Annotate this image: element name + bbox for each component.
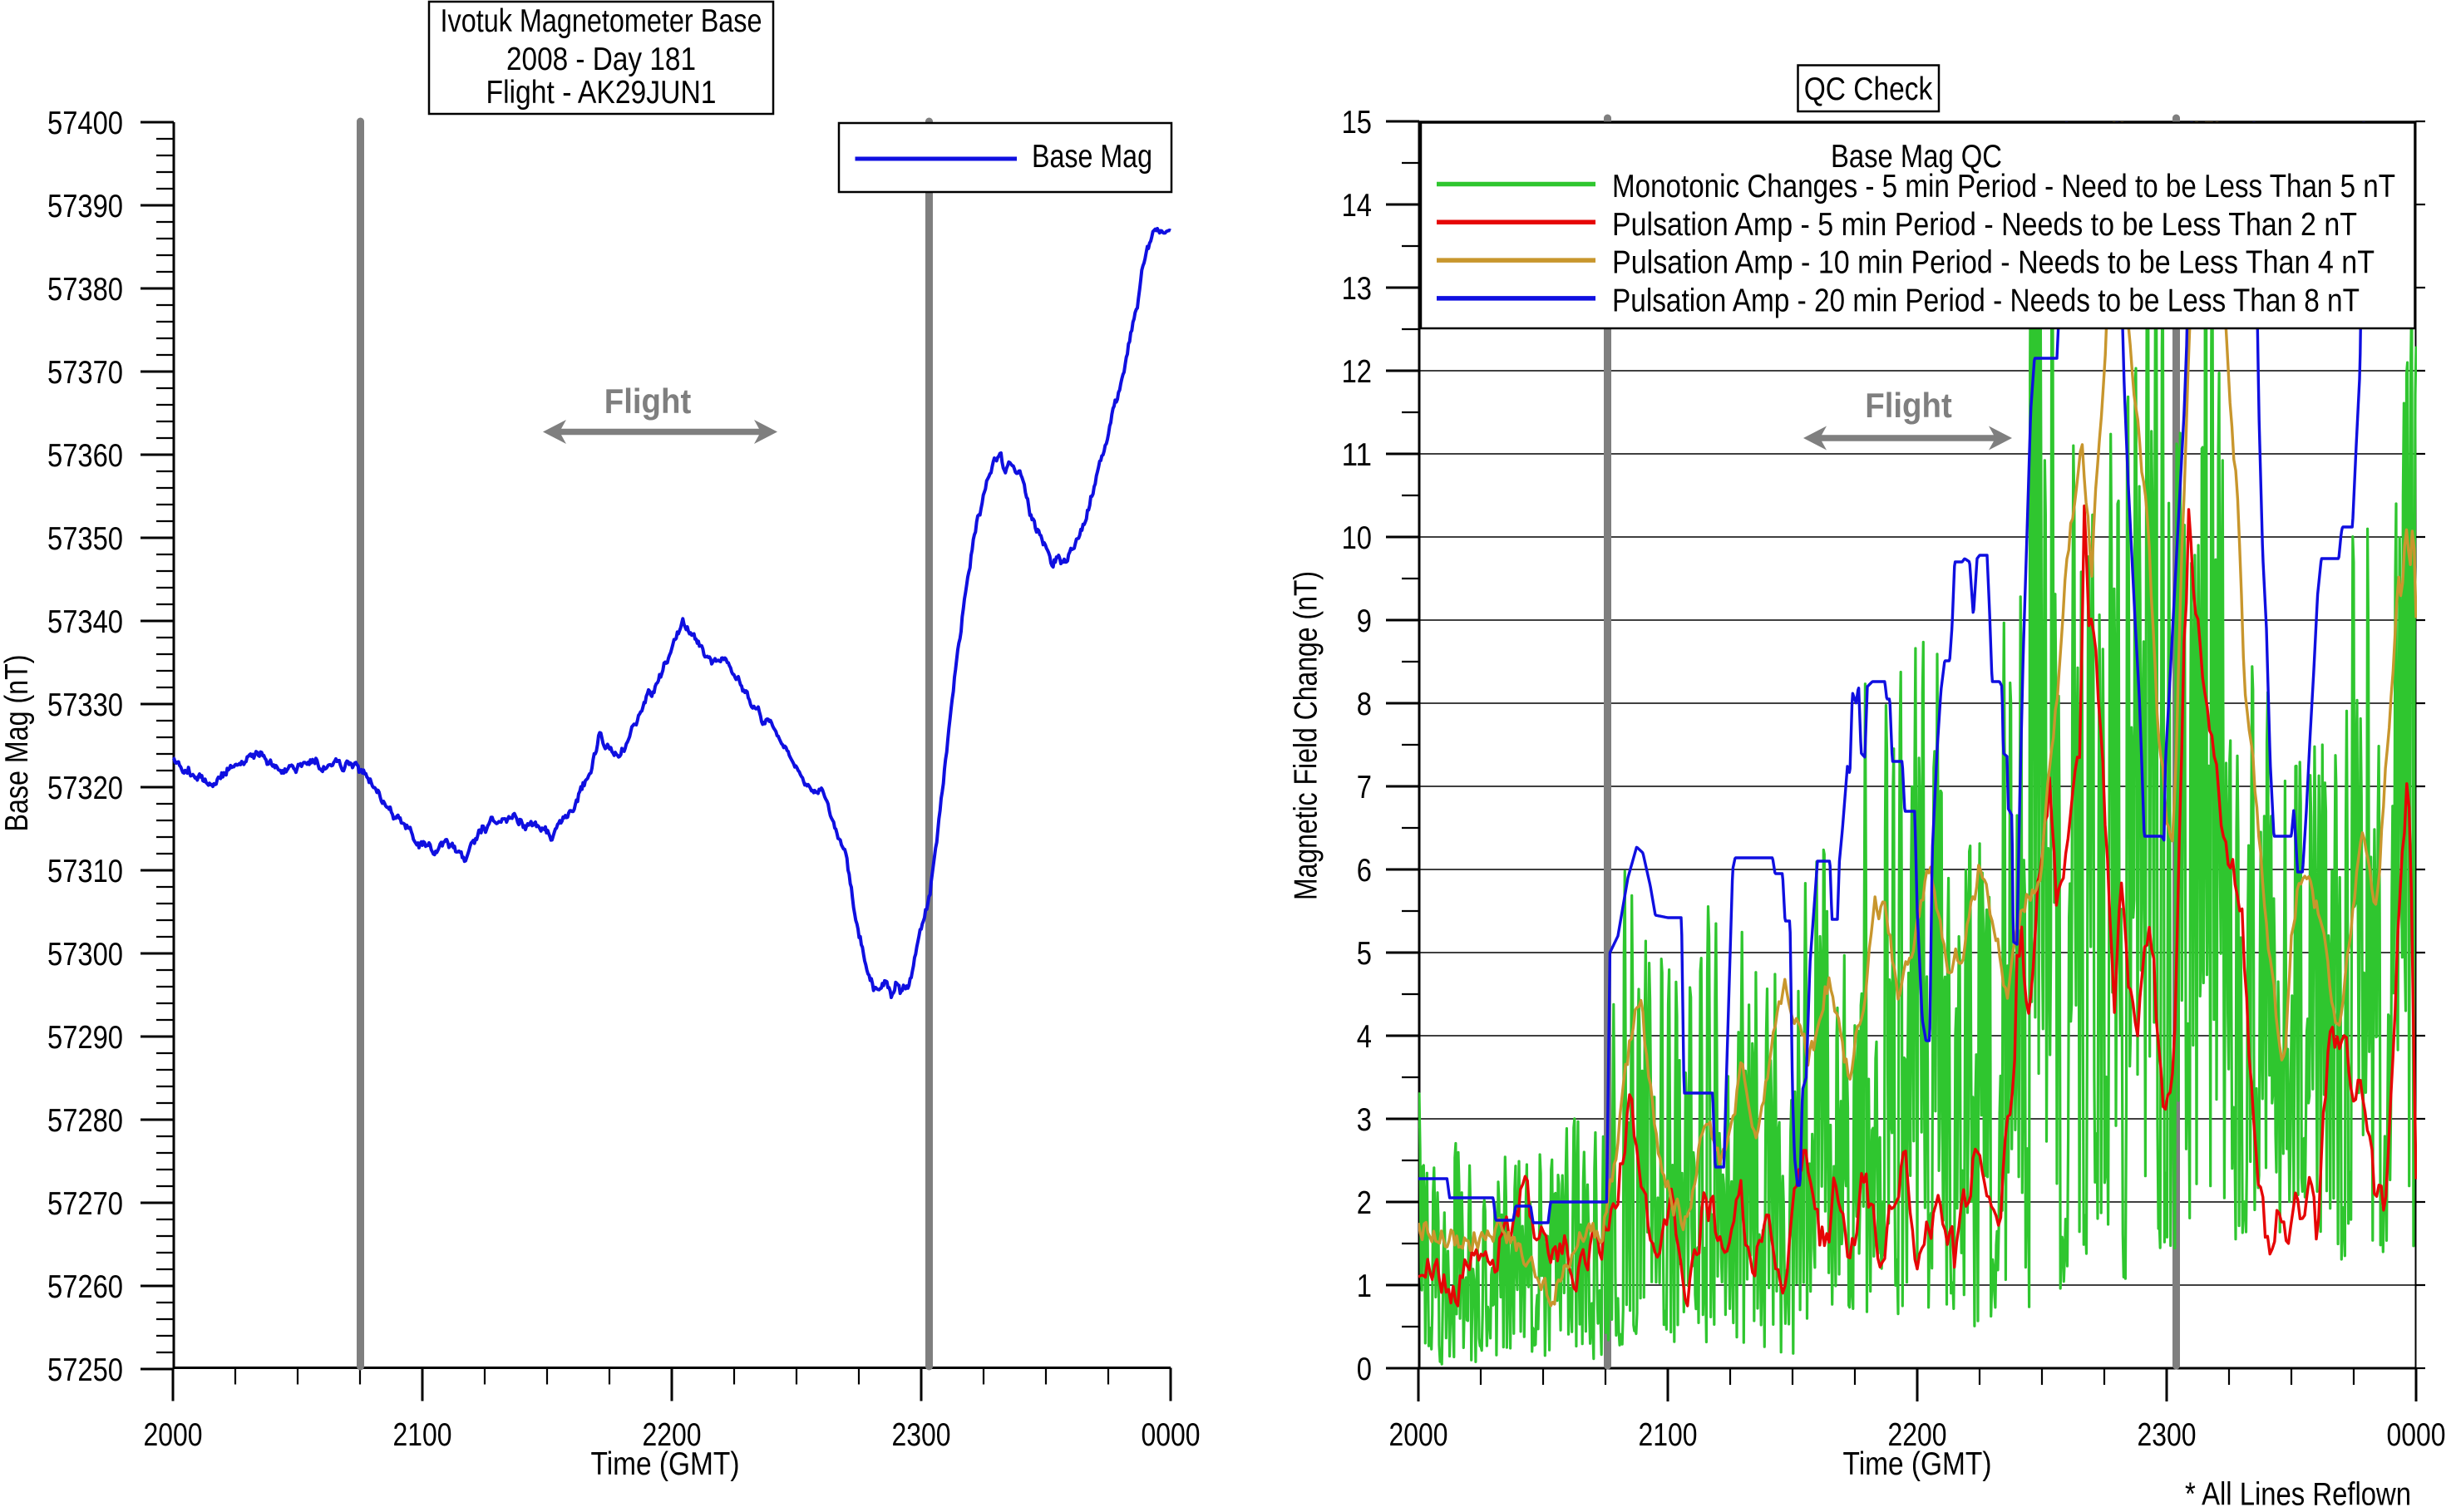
svg-text:Pulsation Amp - 5 min Period -: Pulsation Amp - 5 min Period - Needs to …	[1612, 207, 2357, 243]
svg-text:2008 - Day 181: 2008 - Day 181	[506, 42, 696, 77]
svg-text:3: 3	[1357, 1102, 1372, 1138]
svg-text:Base Mag (nT): Base Mag (nT)	[0, 655, 35, 832]
svg-text:2200: 2200	[643, 1417, 702, 1453]
svg-text:57350: 57350	[47, 521, 123, 557]
svg-text:5: 5	[1357, 936, 1372, 972]
svg-text:9: 9	[1357, 603, 1372, 639]
svg-text:13: 13	[1342, 271, 1372, 307]
svg-text:14: 14	[1342, 188, 1372, 224]
svg-text:57340: 57340	[47, 604, 123, 640]
svg-text:7: 7	[1357, 770, 1372, 805]
svg-text:57280: 57280	[47, 1103, 123, 1139]
svg-text:8: 8	[1357, 687, 1372, 722]
svg-text:57370: 57370	[47, 355, 123, 391]
svg-text:Base Mag: Base Mag	[1032, 139, 1152, 175]
svg-text:2300: 2300	[2138, 1417, 2197, 1453]
svg-text:57390: 57390	[47, 189, 123, 224]
svg-text:Monotonic Changes - 5 min Peri: Monotonic Changes - 5 min Period - Need …	[1612, 169, 2395, 204]
svg-text:57330: 57330	[47, 687, 123, 723]
svg-text:57400: 57400	[47, 106, 123, 141]
svg-text:2000: 2000	[1389, 1417, 1448, 1453]
svg-text:2000: 2000	[144, 1417, 203, 1453]
svg-text:2100: 2100	[393, 1417, 452, 1453]
svg-text:57260: 57260	[47, 1269, 123, 1305]
svg-text:57320: 57320	[47, 771, 123, 806]
svg-text:11: 11	[1342, 437, 1372, 473]
svg-text:Time (GMT): Time (GMT)	[591, 1446, 740, 1482]
svg-text:Magnetic Field Change (nT): Magnetic Field Change (nT)	[1289, 571, 1324, 900]
svg-text:2200: 2200	[1888, 1417, 1947, 1453]
svg-text:Time (GMT): Time (GMT)	[1843, 1446, 1992, 1482]
svg-text:Flight - AK29JUN1: Flight - AK29JUN1	[486, 75, 717, 111]
svg-text:57380: 57380	[47, 272, 123, 308]
svg-text:QC Check: QC Check	[1804, 71, 1933, 107]
svg-text:0000: 0000	[1142, 1417, 1201, 1453]
svg-text:Base Mag QC: Base Mag QC	[1831, 139, 2002, 175]
svg-text:Pulsation Amp - 20 min Period: Pulsation Amp - 20 min Period - Needs to…	[1612, 283, 2360, 318]
svg-text:57250: 57250	[47, 1352, 123, 1388]
svg-text:Flight: Flight	[1865, 386, 1952, 425]
svg-text:57360: 57360	[47, 438, 123, 474]
svg-text:6: 6	[1357, 853, 1372, 889]
svg-text:57310: 57310	[47, 854, 123, 889]
svg-text:10: 10	[1342, 520, 1372, 556]
svg-text:2300: 2300	[892, 1417, 951, 1453]
svg-text:Ivotuk Magnetometer Base: Ivotuk Magnetometer Base	[441, 3, 762, 39]
svg-text:2100: 2100	[1639, 1417, 1698, 1453]
svg-text:57290: 57290	[47, 1020, 123, 1056]
svg-text:0: 0	[1357, 1352, 1372, 1387]
svg-text:Pulsation Amp - 10 min Period: Pulsation Amp - 10 min Period - Needs to…	[1612, 245, 2375, 281]
svg-text:* All Lines Reflown: * All Lines Reflown	[2185, 1477, 2411, 1512]
svg-text:1: 1	[1357, 1268, 1372, 1304]
svg-text:0000: 0000	[2387, 1417, 2446, 1453]
svg-text:4: 4	[1357, 1019, 1372, 1055]
svg-text:Flight: Flight	[604, 382, 692, 421]
svg-text:2: 2	[1357, 1185, 1372, 1221]
svg-text:12: 12	[1342, 354, 1372, 390]
svg-text:15: 15	[1342, 105, 1372, 140]
svg-text:57300: 57300	[47, 937, 123, 973]
svg-text:57270: 57270	[47, 1186, 123, 1222]
